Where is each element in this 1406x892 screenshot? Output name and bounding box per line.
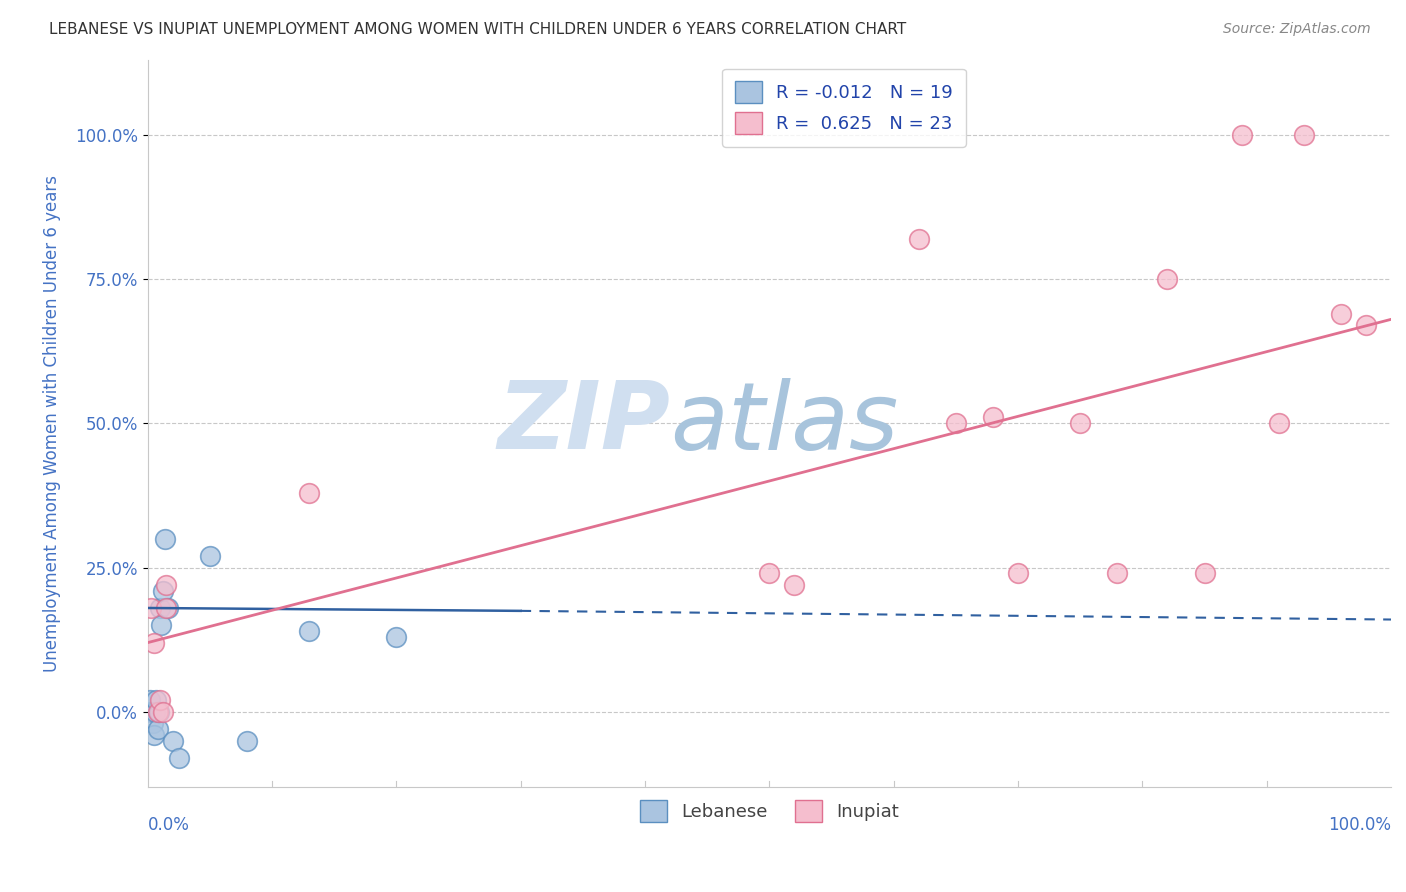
Point (981, 410, 1004, 425)
Point (146, 722, 169, 736)
Text: Source: ZipAtlas.com: Source: ZipAtlas.com (1223, 22, 1371, 37)
Point (149, 601, 172, 615)
Point (156, 601, 179, 615)
Point (758, 566, 780, 581)
Point (1355, 318, 1378, 332)
Point (142, 716, 165, 731)
Point (142, 728, 165, 742)
Point (150, 618, 173, 632)
Point (142, 635, 165, 649)
Point (1007, 566, 1029, 581)
Point (162, 733, 184, 747)
Point (1069, 417, 1091, 431)
Point (145, 693, 167, 707)
Point (1292, 128, 1315, 142)
Point (139, 693, 162, 707)
Point (152, 583, 174, 598)
Point (149, 693, 172, 707)
Point (385, 630, 408, 644)
Point (1330, 307, 1353, 321)
Point (148, 705, 170, 719)
Point (298, 485, 321, 500)
Point (198, 549, 221, 563)
Point (1156, 272, 1178, 286)
Text: LEBANESE VS INUPIAT UNEMPLOYMENT AMONG WOMEN WITH CHILDREN UNDER 6 YEARS CORRELA: LEBANESE VS INUPIAT UNEMPLOYMENT AMONG W… (49, 22, 907, 37)
Point (155, 578, 177, 592)
Point (907, 231, 929, 245)
Point (1268, 417, 1291, 431)
Text: 0.0%: 0.0% (148, 816, 190, 834)
Text: atlas: atlas (669, 378, 898, 469)
Point (143, 705, 166, 719)
Legend: Lebanese, Inupiat: Lebanese, Inupiat (633, 792, 907, 829)
Point (141, 601, 163, 615)
Point (236, 733, 259, 747)
Point (298, 624, 321, 638)
Point (783, 578, 806, 592)
Y-axis label: Unemployment Among Women with Children Under 6 years: Unemployment Among Women with Children U… (44, 175, 60, 672)
Point (167, 751, 190, 765)
Text: 100.0%: 100.0% (1329, 816, 1391, 834)
Point (155, 601, 177, 615)
Point (152, 705, 174, 719)
Point (153, 532, 176, 546)
Point (1230, 128, 1253, 142)
Point (146, 705, 169, 719)
Point (1194, 566, 1216, 581)
Text: ZIP: ZIP (498, 377, 669, 469)
Point (141, 705, 163, 719)
Point (1107, 566, 1129, 581)
Point (945, 417, 967, 431)
